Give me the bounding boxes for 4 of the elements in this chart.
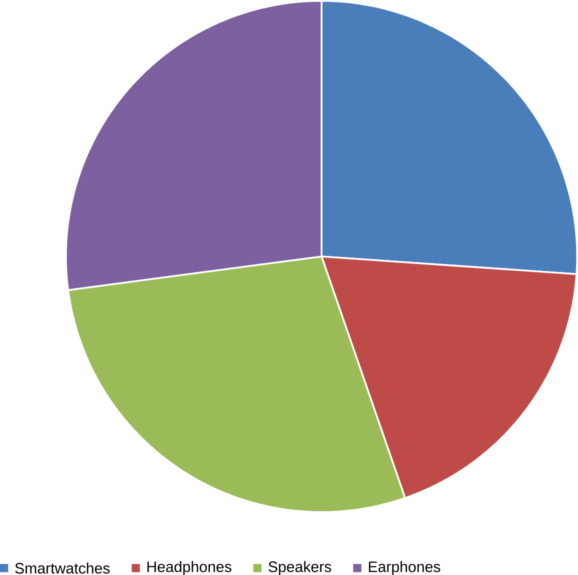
legend-label: Speakers bbox=[268, 560, 332, 575]
legend-label: Headphones bbox=[147, 560, 232, 575]
legend-label: Smartwatches bbox=[15, 562, 110, 574]
legend-label: Earphones bbox=[368, 560, 440, 575]
